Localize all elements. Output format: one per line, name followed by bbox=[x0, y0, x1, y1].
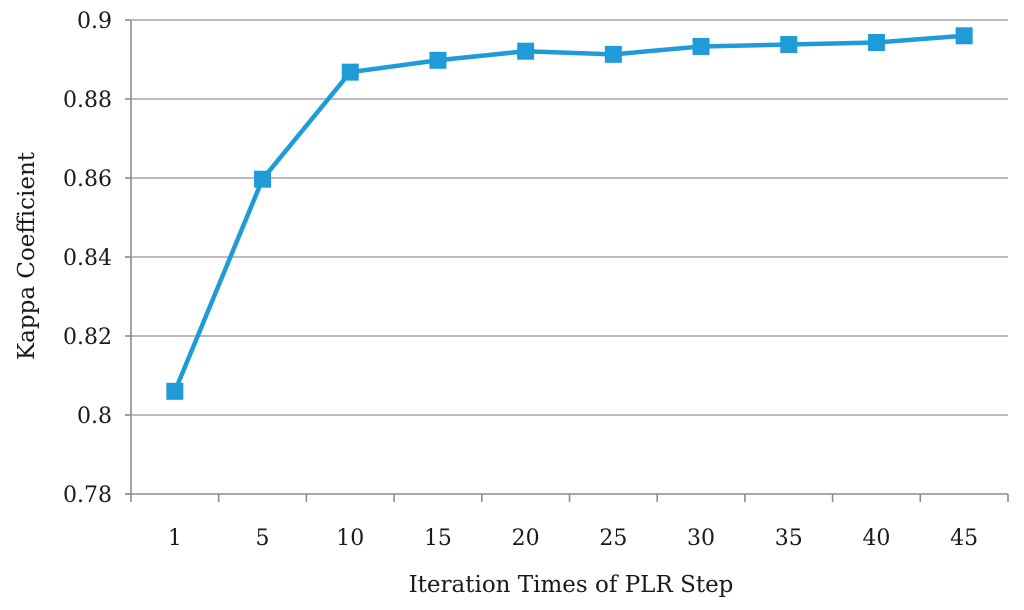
gridlines bbox=[131, 19, 1008, 416]
y-tick-label: 0.8 bbox=[77, 404, 112, 429]
x-axis-title: Iteration Times of PLR Step bbox=[409, 572, 734, 598]
x-tick-label: 1 bbox=[168, 526, 182, 551]
data-point-marker bbox=[341, 63, 359, 81]
series-line-0 bbox=[172, 33, 967, 394]
y-tick-label: 0.86 bbox=[63, 167, 112, 192]
x-tick-label: 15 bbox=[424, 526, 452, 551]
x-tick-label: 30 bbox=[687, 526, 715, 551]
axes bbox=[125, 19, 1009, 502]
y-tick-label: 0.88 bbox=[63, 88, 112, 113]
x-tick-label: 20 bbox=[512, 526, 540, 551]
data-point-marker bbox=[517, 42, 535, 60]
y-tick-label: 0.84 bbox=[63, 246, 112, 271]
x-tick-label: 35 bbox=[775, 526, 803, 551]
y-tick-label: 0.78 bbox=[63, 483, 112, 508]
tick-labels: 0.780.80.820.840.860.880.91 5 10 15 20 25 30 35… bbox=[63, 9, 978, 551]
data-point-marker bbox=[604, 45, 622, 63]
data-point-marker bbox=[780, 35, 798, 53]
data-point-marker bbox=[692, 37, 710, 55]
y-axis-title: Kappa Coefficient bbox=[14, 151, 40, 360]
x-tick-label: 45 bbox=[950, 526, 978, 551]
series-layer bbox=[166, 27, 973, 400]
data-point-marker bbox=[955, 27, 973, 45]
x-tick-label: 25 bbox=[599, 526, 627, 551]
data-point-marker bbox=[166, 382, 184, 400]
x-tick-label: 40 bbox=[862, 526, 890, 551]
x-tick-label: 10 bbox=[336, 526, 364, 551]
x-tick-label: 5 bbox=[256, 526, 270, 551]
y-tick-label: 0.9 bbox=[77, 9, 112, 34]
data-point-marker bbox=[254, 170, 272, 188]
y-tick-label: 0.82 bbox=[63, 325, 112, 350]
data-point-marker bbox=[429, 51, 447, 69]
data-point-marker bbox=[867, 34, 885, 52]
